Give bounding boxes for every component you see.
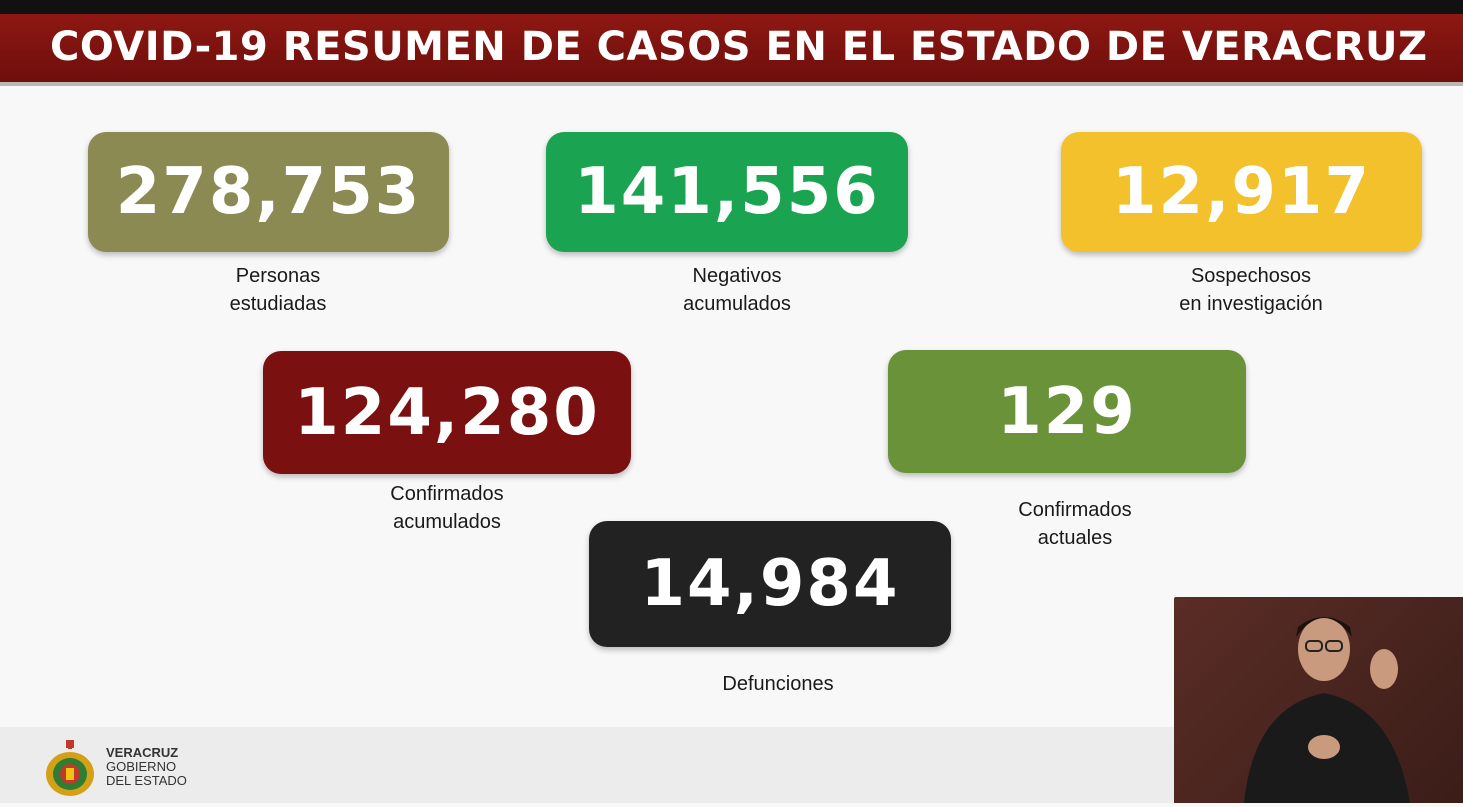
value-personas-estudiadas: 278,753 [115, 155, 422, 229]
value-negativos-acumulados: 141,556 [574, 155, 880, 229]
footer-line-3: DEL ESTADO [106, 773, 187, 788]
card-negativos-acumulados: 141,556 [546, 132, 908, 252]
sign-language-interpreter-video [1174, 597, 1463, 803]
label-negativos-acumulados: Negativos acumulados [683, 265, 791, 315]
interpreter-figure [1244, 617, 1410, 803]
top-black-bar [0, 0, 1463, 14]
card-confirmados-acumulados: 124,280 [263, 351, 631, 474]
title-banner: COVID-19 RESUMEN DE CASOS EN EL ESTADO D… [0, 14, 1463, 86]
footer-bar [0, 727, 1175, 803]
page-title: COVID-19 RESUMEN DE CASOS EN EL ESTADO D… [50, 24, 1428, 70]
label-personas-estudiadas: Personas estudiadas [229, 265, 327, 315]
value-confirmados-actuales: 129 [997, 374, 1137, 449]
value-defunciones: 14,984 [640, 547, 900, 621]
card-sospechosos: 12,917 [1061, 132, 1422, 252]
label-confirmados-acumulados: Confirmados acumulados [390, 483, 504, 533]
footer-line-1: VERACRUZ [106, 745, 179, 760]
footer-logo-text: VERACRUZ GOBIERNO DEL ESTADO [106, 746, 187, 788]
label-confirmados-actuales: Confirmados actuales [1018, 499, 1132, 549]
card-confirmados-actuales: 129 [888, 350, 1246, 473]
veracruz-coat-of-arms-icon [46, 740, 94, 796]
card-defunciones: 14,984 [589, 521, 951, 647]
label-defunciones: Defunciones [722, 673, 834, 695]
value-sospechosos: 12,917 [1112, 155, 1371, 229]
value-confirmados-acumulados: 124,280 [294, 375, 600, 450]
card-personas-estudiadas: 278,753 [88, 132, 449, 252]
label-sospechosos: Sospechosos en investigación [1179, 265, 1323, 315]
footer-line-2: GOBIERNO [106, 759, 177, 774]
